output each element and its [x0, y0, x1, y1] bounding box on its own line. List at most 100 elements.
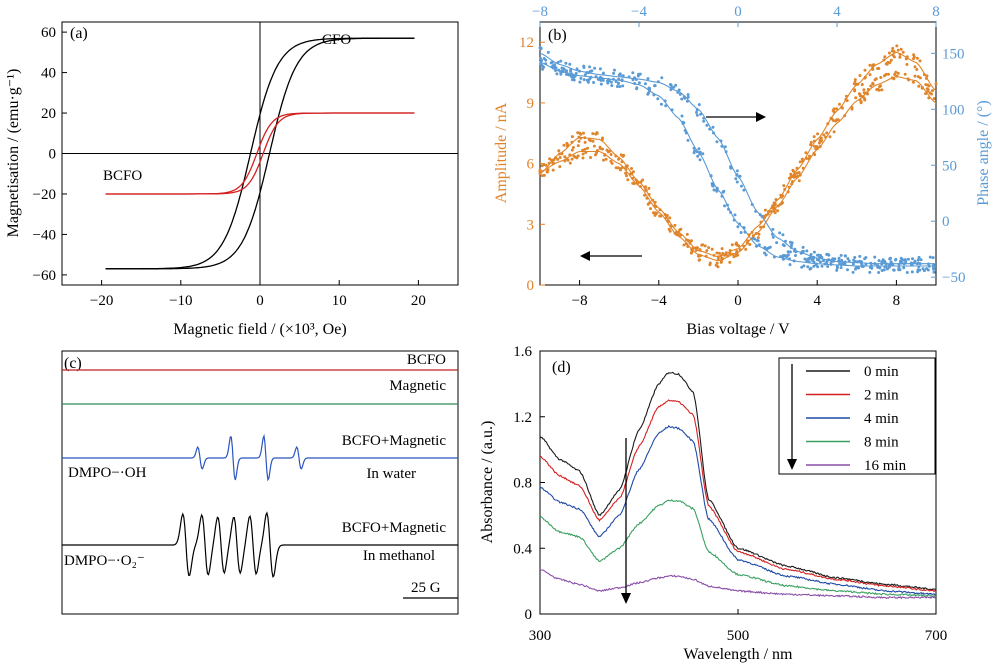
- panel-b-phase-point: [621, 84, 625, 88]
- panel-d-ytick-label: 0.8: [513, 476, 532, 492]
- panel-b-amplitude-point: [808, 154, 811, 158]
- panel-b-phase-point: [739, 231, 743, 234]
- panel-b-phase-point: [709, 174, 713, 178]
- panel-a-ytick-label: 40: [41, 66, 56, 82]
- panel-b-phase-point: [868, 270, 872, 274]
- panel-b-phase-point: [613, 68, 616, 72]
- panel-b-amplitude-point: [728, 260, 732, 264]
- panel-a-ytick-label: −40: [33, 227, 56, 243]
- panel-b-amplitude-point: [576, 154, 580, 158]
- panel-b-amplitude-point: [734, 253, 738, 257]
- panel-b-phase-point: [684, 131, 688, 135]
- panel-b-phase-point: [742, 226, 746, 230]
- panel-b-phase-point: [812, 260, 816, 264]
- panel-b-phase-point: [686, 95, 690, 99]
- panel-b-left-ytick-label: 0: [527, 278, 535, 294]
- panel-b-phase-point: [697, 147, 701, 151]
- panel-b-amplitude-point: [863, 75, 867, 79]
- panel-b-phase-point: [880, 262, 884, 266]
- panel-b-phase-point: [670, 108, 674, 112]
- panel-b-phase-point: [606, 81, 610, 85]
- panel-b-phase-point: [656, 80, 660, 84]
- panel-b-phase-point: [851, 270, 855, 274]
- panel-b-phase-point: [659, 102, 663, 106]
- panel-c-trace-bcfo-label: BCFO: [407, 352, 446, 368]
- panel-b-phase-point: [653, 84, 657, 87]
- panel-b-phase-point: [788, 240, 792, 244]
- panel-b-phase-point: [790, 243, 793, 247]
- panel-b-phase-point: [627, 75, 631, 79]
- panel-b-amplitude-point: [840, 105, 844, 109]
- panel-b-phase-point: [740, 184, 743, 188]
- panel-b-amplitude-point: [854, 96, 858, 100]
- panel-b-phase-point: [722, 189, 726, 193]
- panel-b-phase-point: [868, 266, 872, 269]
- panel-b-amplitude-point: [754, 232, 758, 235]
- panel-b-amplitude-point: [798, 160, 802, 164]
- panel-b-amplitude-point: [583, 136, 587, 140]
- panel-b-phase-point: [736, 225, 740, 229]
- panel-b-amplitude-point: [825, 131, 829, 135]
- panel-b-phase-point: [614, 80, 618, 83]
- panel-b-amplitude-point: [826, 122, 830, 126]
- panel-b-phase-point: [789, 246, 793, 249]
- panel-b-amplitude-point: [898, 55, 902, 59]
- panel-b-phase-point: [885, 267, 889, 271]
- panel-b-phase-point: [562, 67, 566, 71]
- panel-b-amplitude-point: [659, 214, 663, 218]
- panel-b-amplitude-point: [544, 163, 548, 167]
- panel-b-amplitude-point: [832, 107, 836, 111]
- panel-b-phase-point: [697, 103, 701, 107]
- panel-b-amplitude-point: [620, 166, 624, 169]
- panel-b-amplitude-point: [759, 225, 763, 229]
- panel-d-ytick-label: 1.2: [513, 410, 532, 426]
- panel-b-phase-point: [897, 262, 901, 266]
- panel-b-amplitude-point: [721, 257, 725, 261]
- panel-b-amplitude-point: [893, 73, 897, 76]
- panel-b-ylabel-right: Phase angle / (°): [975, 100, 992, 205]
- panel-b-phase-point: [788, 263, 792, 267]
- panel-b-phase-point: [825, 260, 829, 264]
- panel-c-scale-label: 25 G: [411, 580, 441, 596]
- panel-b-phase-point: [677, 88, 681, 92]
- panel-b-amplitude-point: [911, 80, 915, 84]
- panel-b-amplitude-point: [557, 149, 561, 153]
- panel-b-amplitude-point: [820, 139, 823, 142]
- panel-b-amplitude-point: [779, 202, 783, 206]
- panel-b-phase-point: [839, 253, 843, 257]
- panel-a-ytick-label: −20: [33, 187, 56, 203]
- panel-b-left-ytick-label: 3: [527, 217, 535, 233]
- panel-b-amplitude-point: [728, 251, 732, 255]
- panel-b-phase-point: [822, 259, 825, 263]
- panel-b-phase-point: [873, 255, 877, 259]
- panel-b-amplitude-point: [571, 146, 575, 149]
- panel-b-amplitude-point: [595, 151, 599, 155]
- panel-d-decay-arrow: [621, 438, 631, 604]
- panel-b-phase-point: [582, 64, 586, 68]
- panel-b-phase-point: [758, 213, 762, 217]
- panel-b-phase-point: [699, 112, 703, 116]
- panel-b-amplitude-point: [891, 53, 895, 57]
- panel-b-amplitude-point: [789, 172, 793, 176]
- panel-b-amplitude-point: [889, 58, 893, 62]
- panel-b-amplitude-point: [926, 89, 930, 93]
- panel-b-phase-point: [888, 257, 892, 261]
- panel-b-phase-point: [889, 260, 893, 264]
- panel-b-phase-point: [853, 260, 857, 263]
- panel-b-phase-point: [837, 259, 841, 263]
- panel-b-amplitude-point: [776, 209, 780, 213]
- panel-b-amplitude-point: [648, 201, 652, 205]
- panel-b-phase-point: [812, 255, 816, 259]
- panel-b-amplitude-point: [653, 213, 657, 217]
- panel-b-phase-point: [680, 97, 684, 101]
- panel-b-phase-point: [561, 70, 565, 74]
- panel-b-phase-point: [611, 77, 615, 81]
- panel-b-amplitude-point: [913, 74, 917, 78]
- panel-b-amplitude-point: [891, 46, 895, 50]
- panel-b-phase-point: [708, 127, 712, 131]
- panel-b-phase-point: [674, 83, 678, 87]
- panel-b-amplitude-point: [915, 68, 919, 71]
- panel-b-phase-point: [612, 71, 616, 75]
- panel-b-phase-point: [855, 260, 859, 264]
- panel-b-amplitude-point: [866, 92, 869, 96]
